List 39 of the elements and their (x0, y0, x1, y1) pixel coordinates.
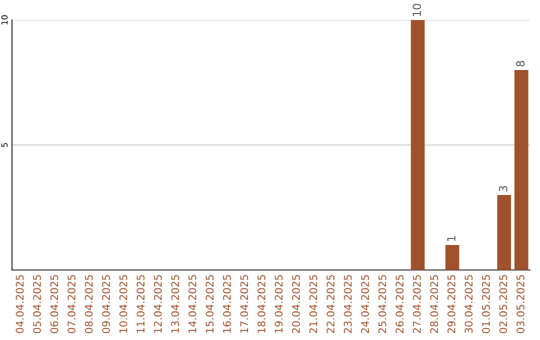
data-label: 8 (516, 60, 525, 66)
x-tick-label: 28.04.2025 (430, 275, 438, 334)
x-tick-label: 07.04.2025 (68, 275, 76, 334)
bar (445, 245, 460, 270)
y-tick-label: 5 (1, 143, 8, 148)
x-tick-label: 09.04.2025 (102, 275, 110, 334)
x-tick-label: 16.04.2025 (222, 275, 231, 333)
x-tick-label: 13.04.2025 (171, 275, 180, 333)
x-tick-label: 26.04.2025 (396, 275, 404, 334)
x-tick-label: 29.04.2025 (447, 275, 456, 334)
x-tick-label: 03.05.2025 (516, 275, 524, 334)
bar (497, 195, 512, 270)
x-tick-label: 02.05.2025 (499, 275, 508, 334)
x-tick-label: 21.04.2025 (309, 275, 318, 334)
x-tick-label: 06.04.2025 (50, 275, 58, 334)
x-tick-label: 10.04.2025 (119, 275, 128, 333)
x-tick-label: 04.04.2025 (16, 275, 24, 334)
x-tick-label: 12.04.2025 (154, 275, 162, 333)
bar (410, 20, 425, 270)
x-tick-label: 17.04.2025 (240, 275, 248, 333)
x-tick-label: 27.04.2025 (412, 275, 421, 334)
x-tick-label: 30.04.2025 (464, 275, 473, 334)
x-tick-label: 14.04.2025 (188, 275, 196, 333)
x-tick-label: 22.04.2025 (326, 275, 334, 334)
x-tick-label: 25.04.2025 (378, 275, 386, 334)
x-tick-label: 15.04.2025 (206, 275, 214, 333)
data-label: 1 (447, 236, 456, 241)
data-label: 3 (498, 186, 508, 192)
x-tick-label: 24.04.2025 (361, 275, 369, 334)
x-tick-label: 08.04.2025 (84, 275, 93, 334)
data-label: 10 (412, 4, 421, 16)
x-tick-label: 01.05.2025 (482, 275, 490, 334)
x-tick-label: 20.04.2025 (292, 275, 300, 334)
x-tick-label: 05.04.2025 (33, 275, 41, 334)
x-tick-label: 19.04.2025 (274, 275, 283, 333)
bar (514, 70, 528, 270)
x-tick-label: 23.04.2025 (344, 275, 352, 334)
x-tick-label: 11.04.2025 (136, 275, 145, 333)
x-tick-label: 18.04.2025 (258, 275, 266, 333)
